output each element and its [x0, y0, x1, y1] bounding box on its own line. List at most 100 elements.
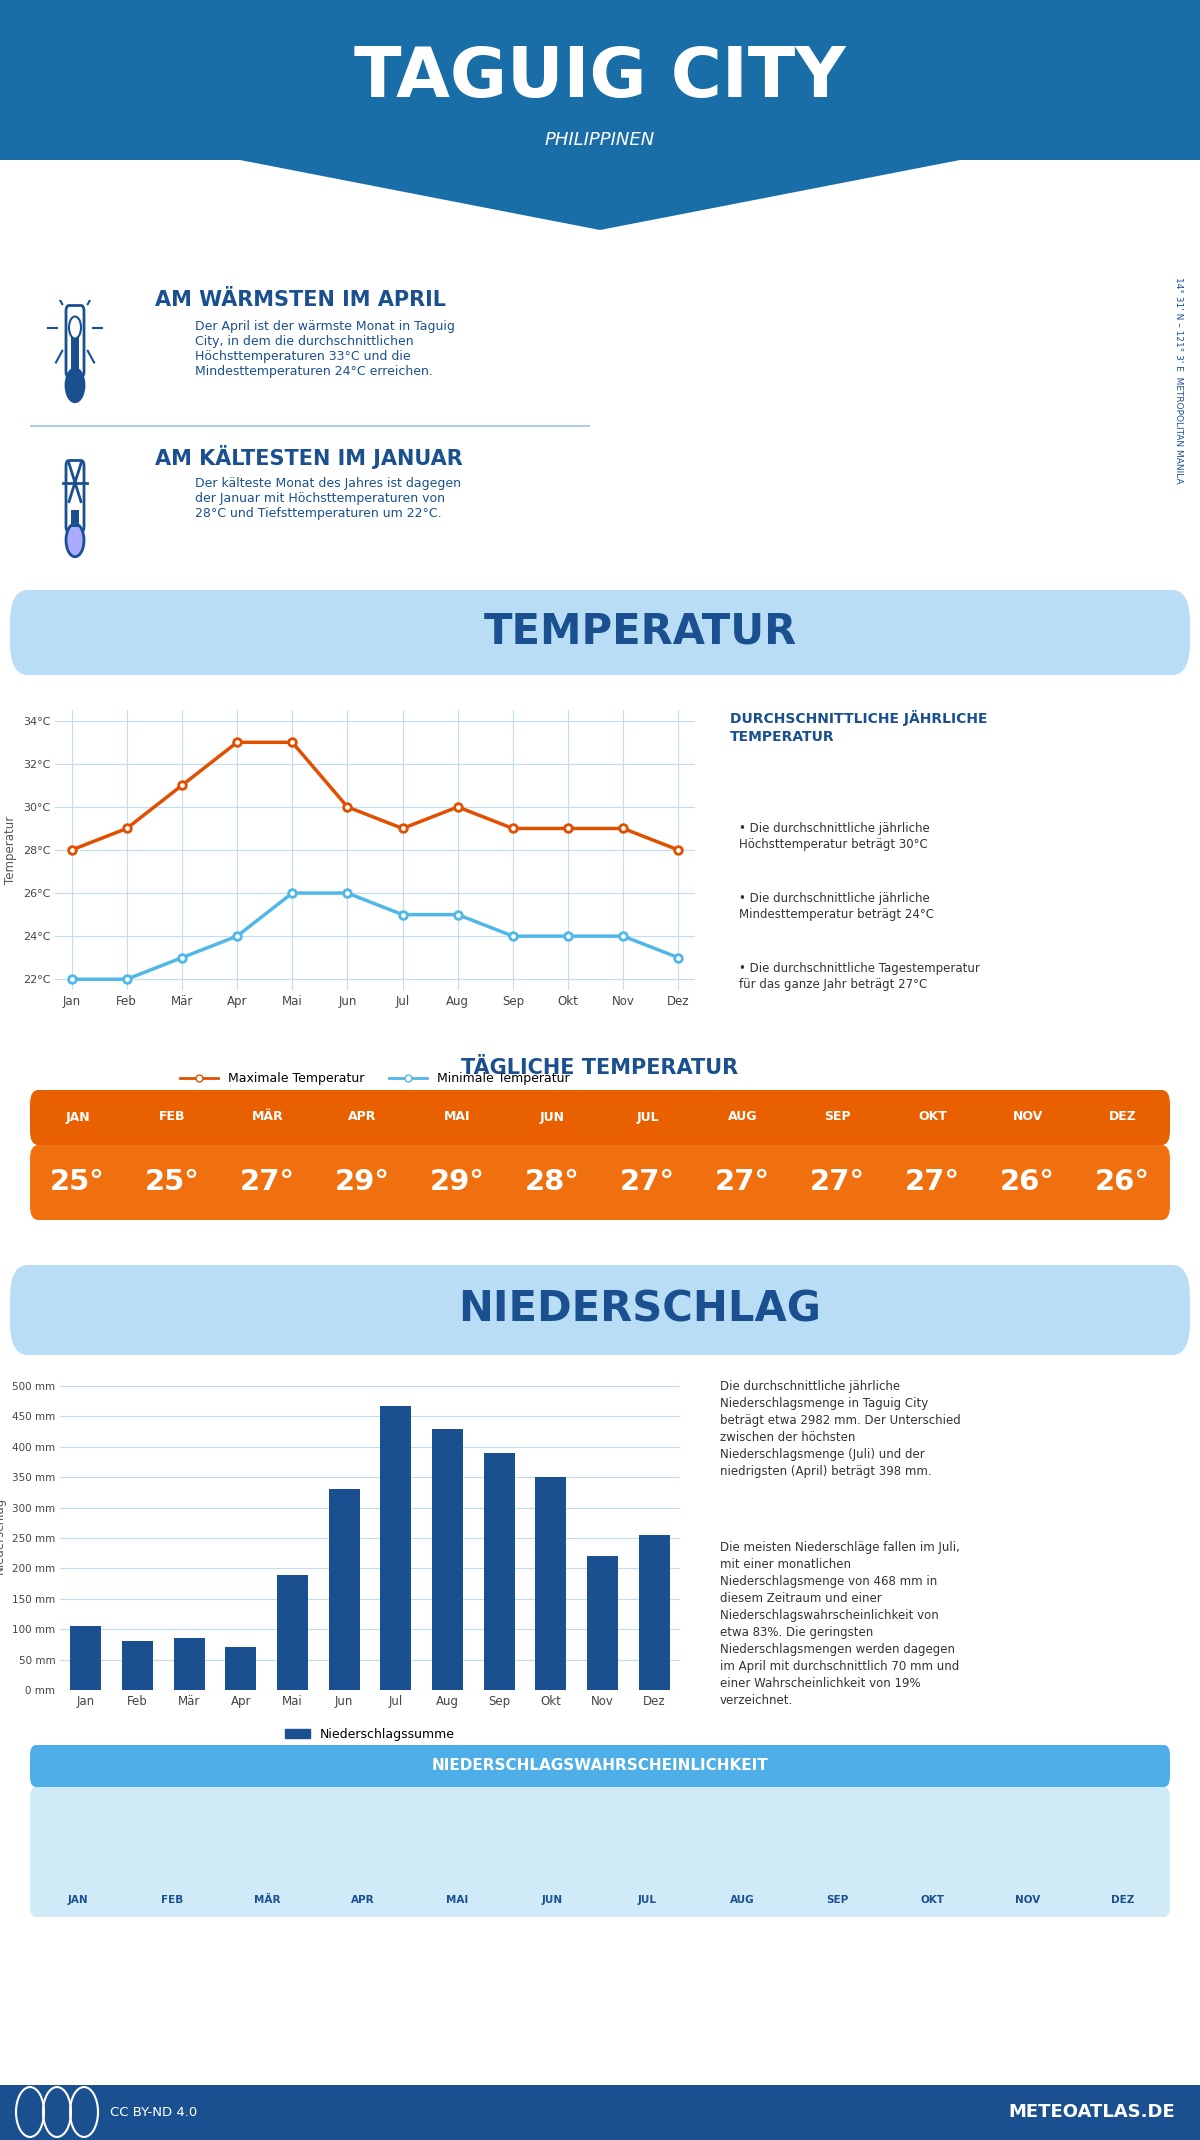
Text: APR: APR [348, 1111, 377, 1124]
Bar [72, 509, 79, 526]
Text: 14° 31' N – 121° 3' E  METROPOLITAN MANILA: 14° 31' N – 121° 3' E METROPOLITAN MANIL… [1174, 276, 1182, 484]
Text: 27°: 27° [905, 1168, 960, 1196]
Text: 19%: 19% [347, 1851, 378, 1864]
Text: OKT: OKT [920, 1896, 944, 1905]
Polygon shape [905, 1832, 960, 1883]
Bar [329, 1489, 360, 1691]
Text: AM WÄRMSTEN IM APRIL: AM WÄRMSTEN IM APRIL [155, 291, 446, 310]
Polygon shape [526, 1832, 580, 1883]
Text: 82%: 82% [822, 1851, 853, 1864]
Text: 20%: 20% [252, 1851, 283, 1864]
Text: 26°: 26° [1096, 1168, 1150, 1196]
Polygon shape [1096, 1832, 1150, 1883]
Text: JUN: JUN [542, 1896, 563, 1905]
Text: 27°: 27° [240, 1168, 295, 1196]
Polygon shape [810, 1832, 865, 1883]
Polygon shape [715, 1832, 769, 1883]
Bar [174, 1639, 205, 1691]
Polygon shape [620, 1832, 674, 1883]
Text: 83%: 83% [631, 1851, 664, 1864]
Text: FEB: FEB [160, 1111, 186, 1124]
Text: 25°: 25° [50, 1168, 104, 1196]
Text: 23%: 23% [61, 1851, 94, 1864]
Polygon shape [1001, 1832, 1055, 1883]
Text: MAI: MAI [444, 1111, 470, 1124]
Legend: Niederschlagssumme: Niederschlagssumme [280, 1723, 460, 1746]
Text: 26°: 26° [1000, 1168, 1055, 1196]
Text: OKT: OKT [918, 1111, 947, 1124]
Bar [226, 1648, 257, 1691]
Polygon shape [335, 1832, 390, 1883]
Legend: Maximale Temperatur, Minimale Temperatur: Maximale Temperatur, Minimale Temperatur [175, 1068, 575, 1089]
Text: CC BY-ND 4.0: CC BY-ND 4.0 [110, 2106, 197, 2119]
Bar [277, 1575, 308, 1691]
Text: PHILIPPINEN: PHILIPPINEN [545, 131, 655, 150]
Bar [587, 1556, 618, 1691]
Text: • Schnee: 0%: • Schnee: 0% [733, 1853, 820, 1866]
Text: AUG: AUG [727, 1111, 757, 1124]
Text: 53%: 53% [1106, 1851, 1139, 1864]
Circle shape [66, 368, 84, 402]
Text: 45%: 45% [442, 1851, 473, 1864]
Text: DEZ: DEZ [1111, 1896, 1134, 1905]
Text: DURCHSCHNITTLICHE JÄHRLICHE
TEMPERATUR: DURCHSCHNITTLICHE JÄHRLICHE TEMPERATUR [730, 710, 988, 745]
Bar [535, 1477, 566, 1691]
Text: JUL: JUL [638, 1896, 658, 1905]
Text: FEB: FEB [161, 1896, 184, 1905]
Circle shape [42, 610, 108, 655]
Text: JAN: JAN [67, 1896, 88, 1905]
Text: Die durchschnittliche jährliche
Niederschlagsmenge in Taguig City
beträgt etwa 2: Die durchschnittliche jährliche Niedersc… [720, 1380, 961, 1479]
Polygon shape [145, 1832, 199, 1883]
Bar [72, 334, 79, 372]
Text: • Regen: 100%: • Regen: 100% [733, 1817, 829, 1830]
Text: MÄR: MÄR [252, 1111, 283, 1124]
Text: MAI: MAI [446, 1896, 469, 1905]
Text: 27°: 27° [620, 1168, 674, 1196]
Text: JAN: JAN [65, 1111, 90, 1124]
Y-axis label: Temperatur: Temperatur [4, 815, 17, 884]
Text: 25°: 25° [145, 1168, 200, 1196]
Text: 29°: 29° [335, 1168, 390, 1196]
Text: AUG: AUG [730, 1896, 755, 1905]
Text: JUN: JUN [540, 1111, 565, 1124]
Text: Die meisten Niederschläge fallen im Juli,
mit einer monatlichen
Niederschlagsmen: Die meisten Niederschläge fallen im Juli… [720, 1541, 960, 1708]
Text: TEMPERATUR: TEMPERATUR [484, 612, 797, 653]
Text: 84%: 84% [727, 1851, 758, 1864]
Text: TAGUIG CITY: TAGUIG CITY [354, 45, 846, 111]
Text: • Die durchschnittliche jährliche
Mindesttemperatur beträgt 24°C: • Die durchschnittliche jährliche Mindes… [739, 892, 934, 920]
Text: 63%: 63% [917, 1851, 948, 1864]
Text: Der kälteste Monat des Jahres ist dagegen
der Januar mit Höchsttemperaturen von
: Der kälteste Monat des Jahres ist dagege… [194, 477, 461, 520]
Text: NIEDERSCHLAG: NIEDERSCHLAG [458, 1288, 822, 1331]
Bar [71, 1626, 101, 1691]
Bar [484, 1453, 515, 1691]
Text: NOV: NOV [1013, 1111, 1043, 1124]
Text: AM KÄLTESTEN IM JANUAR: AM KÄLTESTEN IM JANUAR [155, 445, 463, 469]
Text: 20%: 20% [157, 1851, 188, 1864]
Text: TÄGLICHE TEMPERATUR: TÄGLICHE TEMPERATUR [462, 1057, 738, 1079]
Text: MÄR: MÄR [254, 1894, 281, 1905]
Bar [122, 1641, 154, 1691]
Text: METEOATLAS.DE: METEOATLAS.DE [1008, 2104, 1175, 2121]
Polygon shape [431, 1832, 485, 1883]
Text: APR: APR [350, 1896, 374, 1905]
Polygon shape [50, 1832, 104, 1883]
Y-axis label: Niederschlag: Niederschlag [0, 1496, 6, 1573]
Text: SEP: SEP [827, 1896, 848, 1905]
Text: DEZ: DEZ [1109, 1111, 1136, 1124]
Text: 29°: 29° [430, 1168, 485, 1196]
Bar [638, 1534, 670, 1691]
Text: • Die durchschnittliche jährliche
Höchsttemperatur beträgt 30°C: • Die durchschnittliche jährliche Höchst… [739, 822, 930, 852]
Bar [432, 1430, 463, 1691]
Text: NIEDERSCHLAG NACH TYP: NIEDERSCHLAG NACH TYP [720, 1766, 936, 1780]
Text: 27°: 27° [715, 1168, 770, 1196]
Polygon shape [240, 1832, 295, 1883]
Text: Der April ist der wärmste Monat in Taguig
City, in dem die durchschnittlichen
Hö: Der April ist der wärmste Monat in Tagui… [194, 321, 455, 379]
Text: • Die durchschnittliche Tagestemperatur
für das ganze Jahr beträgt 27°C: • Die durchschnittliche Tagestemperatur … [739, 963, 979, 991]
Text: 28°: 28° [526, 1168, 580, 1196]
Bar [380, 1406, 412, 1691]
Text: NOV: NOV [1015, 1896, 1040, 1905]
Text: 53%: 53% [1012, 1851, 1043, 1864]
Text: JUL: JUL [636, 1111, 659, 1124]
Text: SEP: SEP [824, 1111, 851, 1124]
Text: 69%: 69% [536, 1851, 569, 1864]
